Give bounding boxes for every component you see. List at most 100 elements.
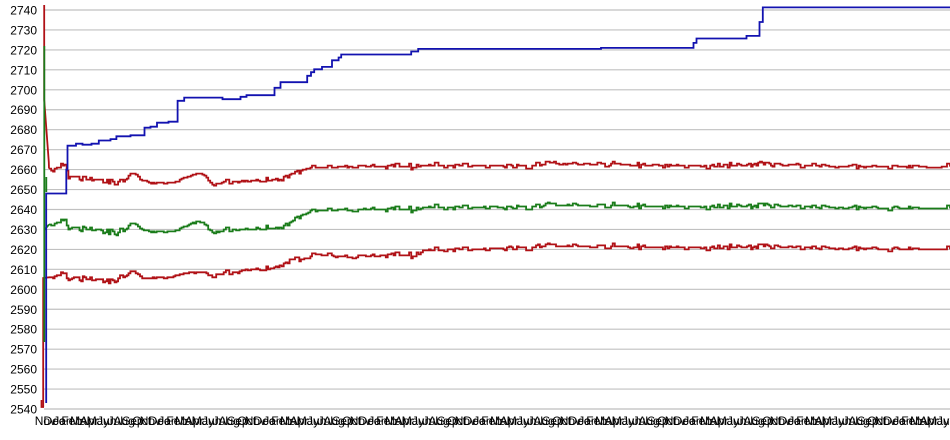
svg-text:Nov: Nov xyxy=(350,414,371,428)
svg-text:Jan: Jan xyxy=(788,414,807,428)
svg-text:2550: 2550 xyxy=(10,383,37,397)
svg-text:Nov: Nov xyxy=(35,414,56,428)
svg-text:Nov: Nov xyxy=(245,414,266,428)
svg-text:Jul: Jul xyxy=(108,414,123,428)
svg-text:Nov: Nov xyxy=(455,414,476,428)
svg-text:May: May xyxy=(402,414,425,428)
svg-text:Apr: Apr xyxy=(395,414,414,428)
svg-text:Jun: Jun xyxy=(832,414,851,428)
svg-text:Jun: Jun xyxy=(517,414,536,428)
svg-text:Dec: Dec xyxy=(673,414,694,428)
svg-text:Apr: Apr xyxy=(605,414,624,428)
svg-text:Jan: Jan xyxy=(683,414,702,428)
svg-text:Sep: Sep xyxy=(122,414,144,428)
svg-text:2730: 2730 xyxy=(10,24,37,38)
svg-text:Jul: Jul xyxy=(633,414,648,428)
svg-text:May: May xyxy=(822,414,845,428)
svg-text:Dec: Dec xyxy=(253,414,274,428)
svg-text:Apr: Apr xyxy=(815,414,834,428)
svg-text:Nov: Nov xyxy=(665,414,686,428)
svg-text:Dec: Dec xyxy=(358,414,379,428)
svg-text:Nov: Nov xyxy=(140,414,161,428)
svg-text:Sep: Sep xyxy=(227,414,249,428)
svg-text:Nov: Nov xyxy=(875,414,896,428)
svg-text:Mar: Mar xyxy=(910,414,931,428)
svg-text:Oct: Oct xyxy=(447,414,466,428)
svg-text:Sep: Sep xyxy=(752,414,774,428)
svg-text:Apr: Apr xyxy=(920,414,939,428)
svg-text:Apr: Apr xyxy=(290,414,309,428)
svg-text:May: May xyxy=(87,414,110,428)
svg-text:Jan: Jan xyxy=(53,414,72,428)
svg-text:Mar: Mar xyxy=(385,414,406,428)
svg-text:Mar: Mar xyxy=(700,414,721,428)
svg-text:2540: 2540 xyxy=(10,403,37,417)
svg-text:Feb: Feb xyxy=(901,414,922,428)
svg-text:Jun: Jun xyxy=(622,414,641,428)
svg-text:Aug: Aug xyxy=(114,414,135,428)
svg-text:May: May xyxy=(297,414,320,428)
svg-text:Aug: Aug xyxy=(219,414,240,428)
svg-text:Mar: Mar xyxy=(595,414,616,428)
svg-text:Aug: Aug xyxy=(323,414,344,428)
svg-text:Oct: Oct xyxy=(132,414,151,428)
svg-text:Jul: Jul xyxy=(213,414,228,428)
svg-text:Jun: Jun xyxy=(97,414,116,428)
svg-text:Jan: Jan xyxy=(578,414,597,428)
svg-text:Mar: Mar xyxy=(175,414,196,428)
svg-text:Mar: Mar xyxy=(805,414,826,428)
svg-text:Aug: Aug xyxy=(428,414,449,428)
svg-text:Feb: Feb xyxy=(271,414,292,428)
svg-text:Jun: Jun xyxy=(307,414,326,428)
svg-text:2640: 2640 xyxy=(10,203,37,217)
svg-text:Oct: Oct xyxy=(237,414,256,428)
svg-text:Mar: Mar xyxy=(280,414,301,428)
svg-text:Oct: Oct xyxy=(552,414,571,428)
svg-text:2590: 2590 xyxy=(10,303,37,317)
svg-text:May: May xyxy=(507,414,530,428)
svg-text:Dec: Dec xyxy=(778,414,799,428)
svg-text:Feb: Feb xyxy=(376,414,397,428)
svg-text:2610: 2610 xyxy=(10,263,37,277)
svg-text:2710: 2710 xyxy=(10,63,37,77)
svg-text:2680: 2680 xyxy=(10,123,37,137)
svg-text:May: May xyxy=(927,414,950,428)
svg-text:Jun: Jun xyxy=(727,414,746,428)
svg-text:2700: 2700 xyxy=(10,83,37,97)
svg-text:Aug: Aug xyxy=(638,414,659,428)
svg-text:Jul: Jul xyxy=(423,414,438,428)
svg-text:Apr: Apr xyxy=(80,414,99,428)
svg-text:Sep: Sep xyxy=(857,414,879,428)
svg-text:Jan: Jan xyxy=(893,414,912,428)
svg-text:Jun: Jun xyxy=(937,414,950,428)
svg-text:2670: 2670 xyxy=(10,143,37,157)
svg-text:Oct: Oct xyxy=(762,414,781,428)
svg-text:Feb: Feb xyxy=(691,414,712,428)
svg-text:2650: 2650 xyxy=(10,183,37,197)
svg-text:Aug: Aug xyxy=(848,414,869,428)
svg-text:2580: 2580 xyxy=(10,323,37,337)
svg-text:Feb: Feb xyxy=(166,414,187,428)
svg-text:Jul: Jul xyxy=(318,414,333,428)
svg-text:Aug: Aug xyxy=(743,414,764,428)
svg-text:Apr: Apr xyxy=(185,414,204,428)
svg-text:Sep: Sep xyxy=(647,414,669,428)
svg-text:2570: 2570 xyxy=(10,343,37,357)
svg-text:Feb: Feb xyxy=(481,414,502,428)
svg-text:Jun: Jun xyxy=(412,414,431,428)
svg-text:Jan: Jan xyxy=(158,414,177,428)
svg-text:Apr: Apr xyxy=(500,414,519,428)
svg-text:Nov: Nov xyxy=(770,414,791,428)
svg-text:Feb: Feb xyxy=(61,414,82,428)
svg-text:Dec: Dec xyxy=(463,414,484,428)
svg-text:May: May xyxy=(612,414,635,428)
svg-text:Oct: Oct xyxy=(342,414,361,428)
svg-text:Jan: Jan xyxy=(263,414,282,428)
svg-text:Mar: Mar xyxy=(490,414,511,428)
svg-text:Jan: Jan xyxy=(368,414,387,428)
svg-text:Jul: Jul xyxy=(528,414,543,428)
svg-text:May: May xyxy=(717,414,740,428)
svg-text:Dec: Dec xyxy=(149,414,170,428)
svg-text:2690: 2690 xyxy=(10,103,37,117)
svg-text:Sep: Sep xyxy=(437,414,459,428)
